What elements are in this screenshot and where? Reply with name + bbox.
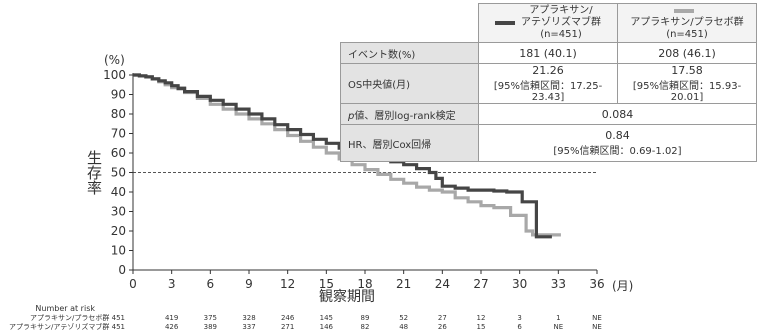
- risk-value: 337: [242, 323, 255, 331]
- x-tick-label: 6: [207, 277, 215, 291]
- x-tick-label: 0: [129, 277, 137, 291]
- x-tick-label: 33: [551, 277, 566, 291]
- risk-value: 271: [281, 323, 294, 331]
- placebo-swatch: [674, 8, 694, 13]
- risk-value: 419: [165, 314, 178, 322]
- y-tick-label: 70: [111, 127, 126, 141]
- risk-value: 15: [477, 323, 486, 331]
- y-tick-label: 90: [111, 88, 126, 102]
- risk-value: 389: [204, 323, 217, 331]
- risk-row-label-combo: アプラキサン/アテゾリズマブ群 451: [9, 322, 125, 331]
- risk-value: 12: [477, 314, 486, 322]
- risk-value: NE: [553, 323, 563, 331]
- x-tick-label: 21: [396, 277, 411, 291]
- risk-value: 426: [165, 323, 179, 331]
- y-unit-label: (%): [104, 53, 125, 67]
- y-tick-label: 10: [111, 244, 126, 258]
- table-corner: [340, 3, 479, 43]
- risk-row-label-placebo: アプラキサン/プラセボ群 451: [30, 313, 125, 322]
- risk-value: 6: [517, 323, 522, 331]
- hazard-ratio-ci: [95%信頼区間：0.69-1.02]: [553, 146, 682, 157]
- risk-value: 52: [399, 314, 408, 322]
- median-os-placebo-ci: [95%信頼区間：15.93-20.01]: [632, 81, 742, 103]
- x-tick-label: 12: [280, 277, 295, 291]
- row-label-median-os: OS中央値(月): [340, 63, 479, 104]
- x-tick-label: 27: [473, 277, 488, 291]
- combo-survival-curve: [133, 73, 552, 239]
- risk-value: 82: [361, 323, 370, 331]
- y-tick-label: 100: [103, 68, 126, 82]
- row-label-events: イベント数(%): [340, 42, 479, 64]
- median-os-combo: 21.26 [95%信頼区間：17.25-23.43]: [478, 63, 618, 104]
- table-row-pvalue: p値、層別log-rank検定 0.084: [340, 103, 757, 125]
- risk-title: Number at risk: [35, 304, 95, 313]
- x-unit-label: (月): [612, 279, 633, 293]
- risk-value: 26: [438, 323, 447, 331]
- events-combo: 181 (40.1): [478, 42, 618, 64]
- y-tick-label: 60: [111, 146, 126, 160]
- table-row-events: イベント数(%) 181 (40.1) 208 (46.1): [340, 42, 757, 64]
- x-tick-label: 15: [319, 277, 334, 291]
- risk-value: 328: [242, 314, 255, 322]
- risk-value: 375: [204, 314, 217, 322]
- y-tick-label: 40: [111, 185, 126, 199]
- x-axis-title: 観察期間: [319, 288, 375, 305]
- x-tick-label: 3: [168, 277, 176, 291]
- y-tick-label: 80: [111, 107, 126, 121]
- x-tick-label: 18: [357, 277, 372, 291]
- risk-value: 89: [361, 314, 370, 322]
- y-tick-label: 50: [111, 166, 126, 180]
- table-row-median-os: OS中央値(月) 21.26 [95%信頼区間：17.25-23.43] 17.5…: [340, 63, 757, 104]
- header-combo: アプラキサン/アテゾリズマブ群 (n=451): [478, 3, 618, 43]
- events-placebo: 208 (46.1): [617, 42, 757, 64]
- row-label-hr: HR、層別Cox回帰: [340, 124, 479, 162]
- y-axis-title: 生存率: [85, 150, 103, 195]
- results-table: アプラキサン/アテゾリズマブ群 (n=451) アプラキサン/プラセボ群 (n=45…: [340, 3, 757, 162]
- x-tick-label: 30: [512, 277, 527, 291]
- y-tick-label: 0: [118, 263, 126, 277]
- x-tick-label: 9: [245, 277, 253, 291]
- median-os-placebo: 17.58 [95%信頼区間：15.93-20.01]: [617, 63, 757, 104]
- x-tick-label: 36: [589, 277, 604, 291]
- table-row-hr: HR、層別Cox回帰 0.84 [95%信頼区間：0.69-1.02]: [340, 124, 757, 162]
- pvalue: 0.084: [478, 103, 757, 125]
- x-tick-label: 24: [435, 277, 450, 291]
- y-tick-label: 30: [111, 205, 126, 219]
- risk-value: 3: [517, 314, 521, 322]
- median-os-combo-value: 21.26: [532, 64, 564, 77]
- median-os-placebo-value: 17.58: [671, 64, 703, 77]
- header-placebo: アプラキサン/プラセボ群 (n=451): [617, 3, 757, 43]
- risk-value: 146: [320, 323, 334, 331]
- risk-value: 48: [399, 323, 408, 331]
- risk-value: 246: [281, 314, 295, 322]
- header-combo-label: アプラキサン/アテゾリズマブ群 (n=451): [521, 5, 601, 40]
- placebo-survival-curve: [133, 73, 561, 237]
- header-placebo-label: アプラキサン/プラセボ群 (n=451): [630, 16, 744, 40]
- risk-value: NE: [592, 323, 602, 331]
- y-tick-label: 20: [111, 224, 126, 238]
- risk-value: 145: [320, 314, 333, 322]
- combo-swatch: [495, 21, 515, 25]
- hazard-ratio-value: 0.84: [605, 129, 630, 142]
- risk-value: NE: [592, 314, 602, 322]
- risk-value: 27: [438, 314, 447, 322]
- risk-value: 1: [556, 314, 560, 322]
- hazard-ratio: 0.84 [95%信頼区間：0.69-1.02]: [478, 124, 757, 162]
- median-os-combo-ci: [95%信頼区間：17.25-23.43]: [493, 81, 603, 103]
- row-label-pvalue: p値、層別log-rank検定: [340, 103, 479, 125]
- survival-curves: [133, 73, 561, 239]
